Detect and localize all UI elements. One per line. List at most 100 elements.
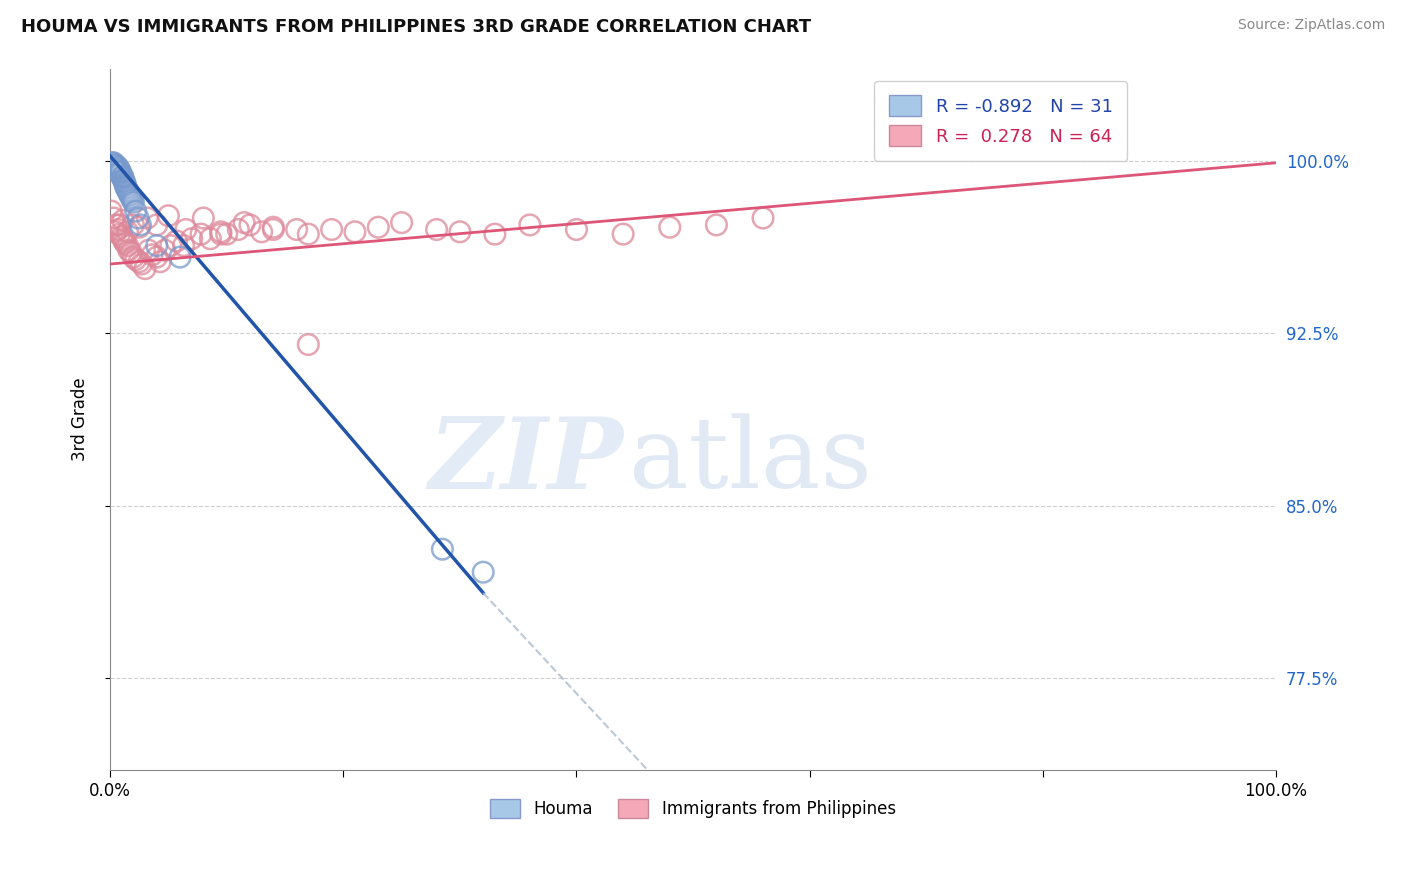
Text: HOUMA VS IMMIGRANTS FROM PHILIPPINES 3RD GRADE CORRELATION CHART: HOUMA VS IMMIGRANTS FROM PHILIPPINES 3RD… [21, 18, 811, 36]
Point [117, 238, 139, 252]
Point [110, 165, 132, 179]
Point [262, 222, 284, 236]
Point [111, 169, 134, 184]
Point [149, 254, 172, 268]
Point [117, 183, 139, 197]
Point [131, 257, 153, 271]
Point [128, 254, 150, 268]
Point [129, 218, 152, 232]
Point [111, 172, 134, 186]
Point [120, 245, 142, 260]
Point [108, 227, 131, 241]
Point [103, 211, 125, 225]
Point [432, 542, 454, 557]
Point [105, 162, 128, 177]
Point [117, 225, 139, 239]
Point [118, 188, 141, 202]
Point [233, 216, 256, 230]
Point [209, 227, 232, 241]
Point [122, 218, 145, 232]
Point [115, 181, 138, 195]
Point [111, 229, 134, 244]
Point [114, 177, 136, 191]
Point [145, 238, 167, 252]
Point [141, 248, 163, 262]
Text: Source: ZipAtlas.com: Source: ZipAtlas.com [1237, 18, 1385, 32]
Point [343, 225, 366, 239]
Legend: Houma, Immigrants from Philippines: Houma, Immigrants from Philippines [484, 792, 903, 825]
Point [104, 158, 127, 172]
Point [134, 261, 156, 276]
Point [157, 209, 180, 223]
Point [484, 227, 506, 241]
Point [108, 218, 131, 232]
Point [145, 250, 167, 264]
Point [125, 204, 148, 219]
Point [112, 174, 135, 188]
Point [107, 222, 129, 236]
Point [111, 169, 134, 184]
Point [425, 222, 447, 236]
Point [297, 227, 319, 241]
Point [321, 222, 343, 236]
Point [100, 204, 122, 219]
Point [104, 225, 127, 239]
Point [136, 211, 159, 225]
Point [120, 190, 142, 204]
Point [215, 227, 238, 241]
Point [127, 211, 149, 225]
Point [658, 220, 681, 235]
Point [193, 211, 215, 225]
Point [706, 218, 728, 232]
Point [138, 244, 160, 258]
Point [104, 158, 127, 172]
Point [391, 216, 413, 230]
Point [107, 161, 129, 175]
Point [114, 178, 136, 193]
Point [228, 222, 250, 236]
Point [110, 167, 132, 181]
Point [169, 250, 191, 264]
Point [565, 222, 588, 236]
Text: ZIP: ZIP [427, 413, 623, 509]
Point [285, 222, 308, 236]
Point [125, 252, 148, 267]
Point [145, 218, 167, 232]
Point [190, 227, 212, 241]
Point [103, 156, 125, 170]
Point [105, 161, 128, 175]
Point [128, 220, 150, 235]
Point [367, 220, 389, 235]
Point [122, 250, 145, 264]
Point [166, 234, 188, 248]
Point [297, 337, 319, 351]
Point [239, 218, 262, 232]
Point [121, 193, 143, 207]
Point [111, 213, 134, 227]
Point [612, 227, 634, 241]
Point [209, 225, 232, 239]
Point [173, 238, 195, 252]
Point [114, 236, 136, 251]
Point [472, 565, 495, 579]
Point [752, 211, 775, 225]
Point [122, 194, 145, 209]
Point [104, 218, 127, 232]
Y-axis label: 3rd Grade: 3rd Grade [72, 377, 89, 461]
Point [108, 165, 131, 179]
Point [111, 232, 134, 246]
Point [262, 220, 284, 235]
Point [174, 222, 197, 236]
Point [159, 238, 181, 252]
Point [112, 234, 135, 248]
Point [101, 156, 124, 170]
Point [118, 244, 141, 258]
Point [153, 244, 176, 258]
Point [250, 225, 273, 239]
Point [180, 232, 202, 246]
Point [449, 225, 471, 239]
Point [118, 186, 141, 200]
Point [519, 218, 541, 232]
Point [108, 162, 131, 177]
Text: atlas: atlas [628, 414, 872, 509]
